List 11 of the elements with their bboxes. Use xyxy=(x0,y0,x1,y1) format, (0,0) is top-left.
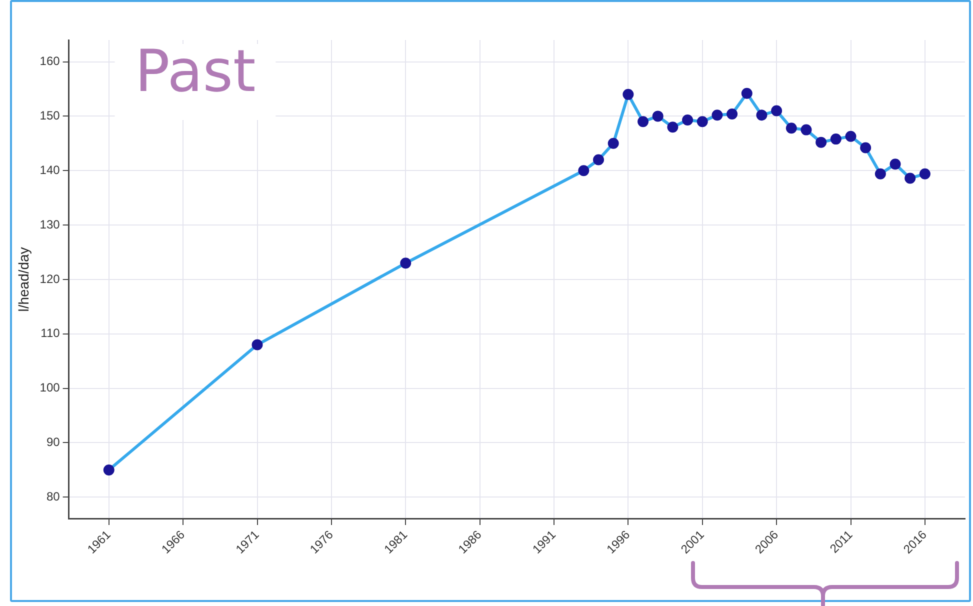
y-tick-label: 130 xyxy=(40,217,60,232)
y-tick-label: 140 xyxy=(40,162,60,177)
y-tick-label: 110 xyxy=(40,326,60,340)
annotation: Past xyxy=(134,37,256,106)
y-tick-label: 150 xyxy=(40,108,60,123)
y-tick-label: 100 xyxy=(40,380,60,395)
y-tick-label: 90 xyxy=(46,435,60,450)
y-tick-label: 160 xyxy=(40,54,60,68)
y-tick-label: 120 xyxy=(40,272,60,286)
y-tick-label: 80 xyxy=(46,489,60,504)
y-axis-title: l/head/day xyxy=(15,247,32,312)
